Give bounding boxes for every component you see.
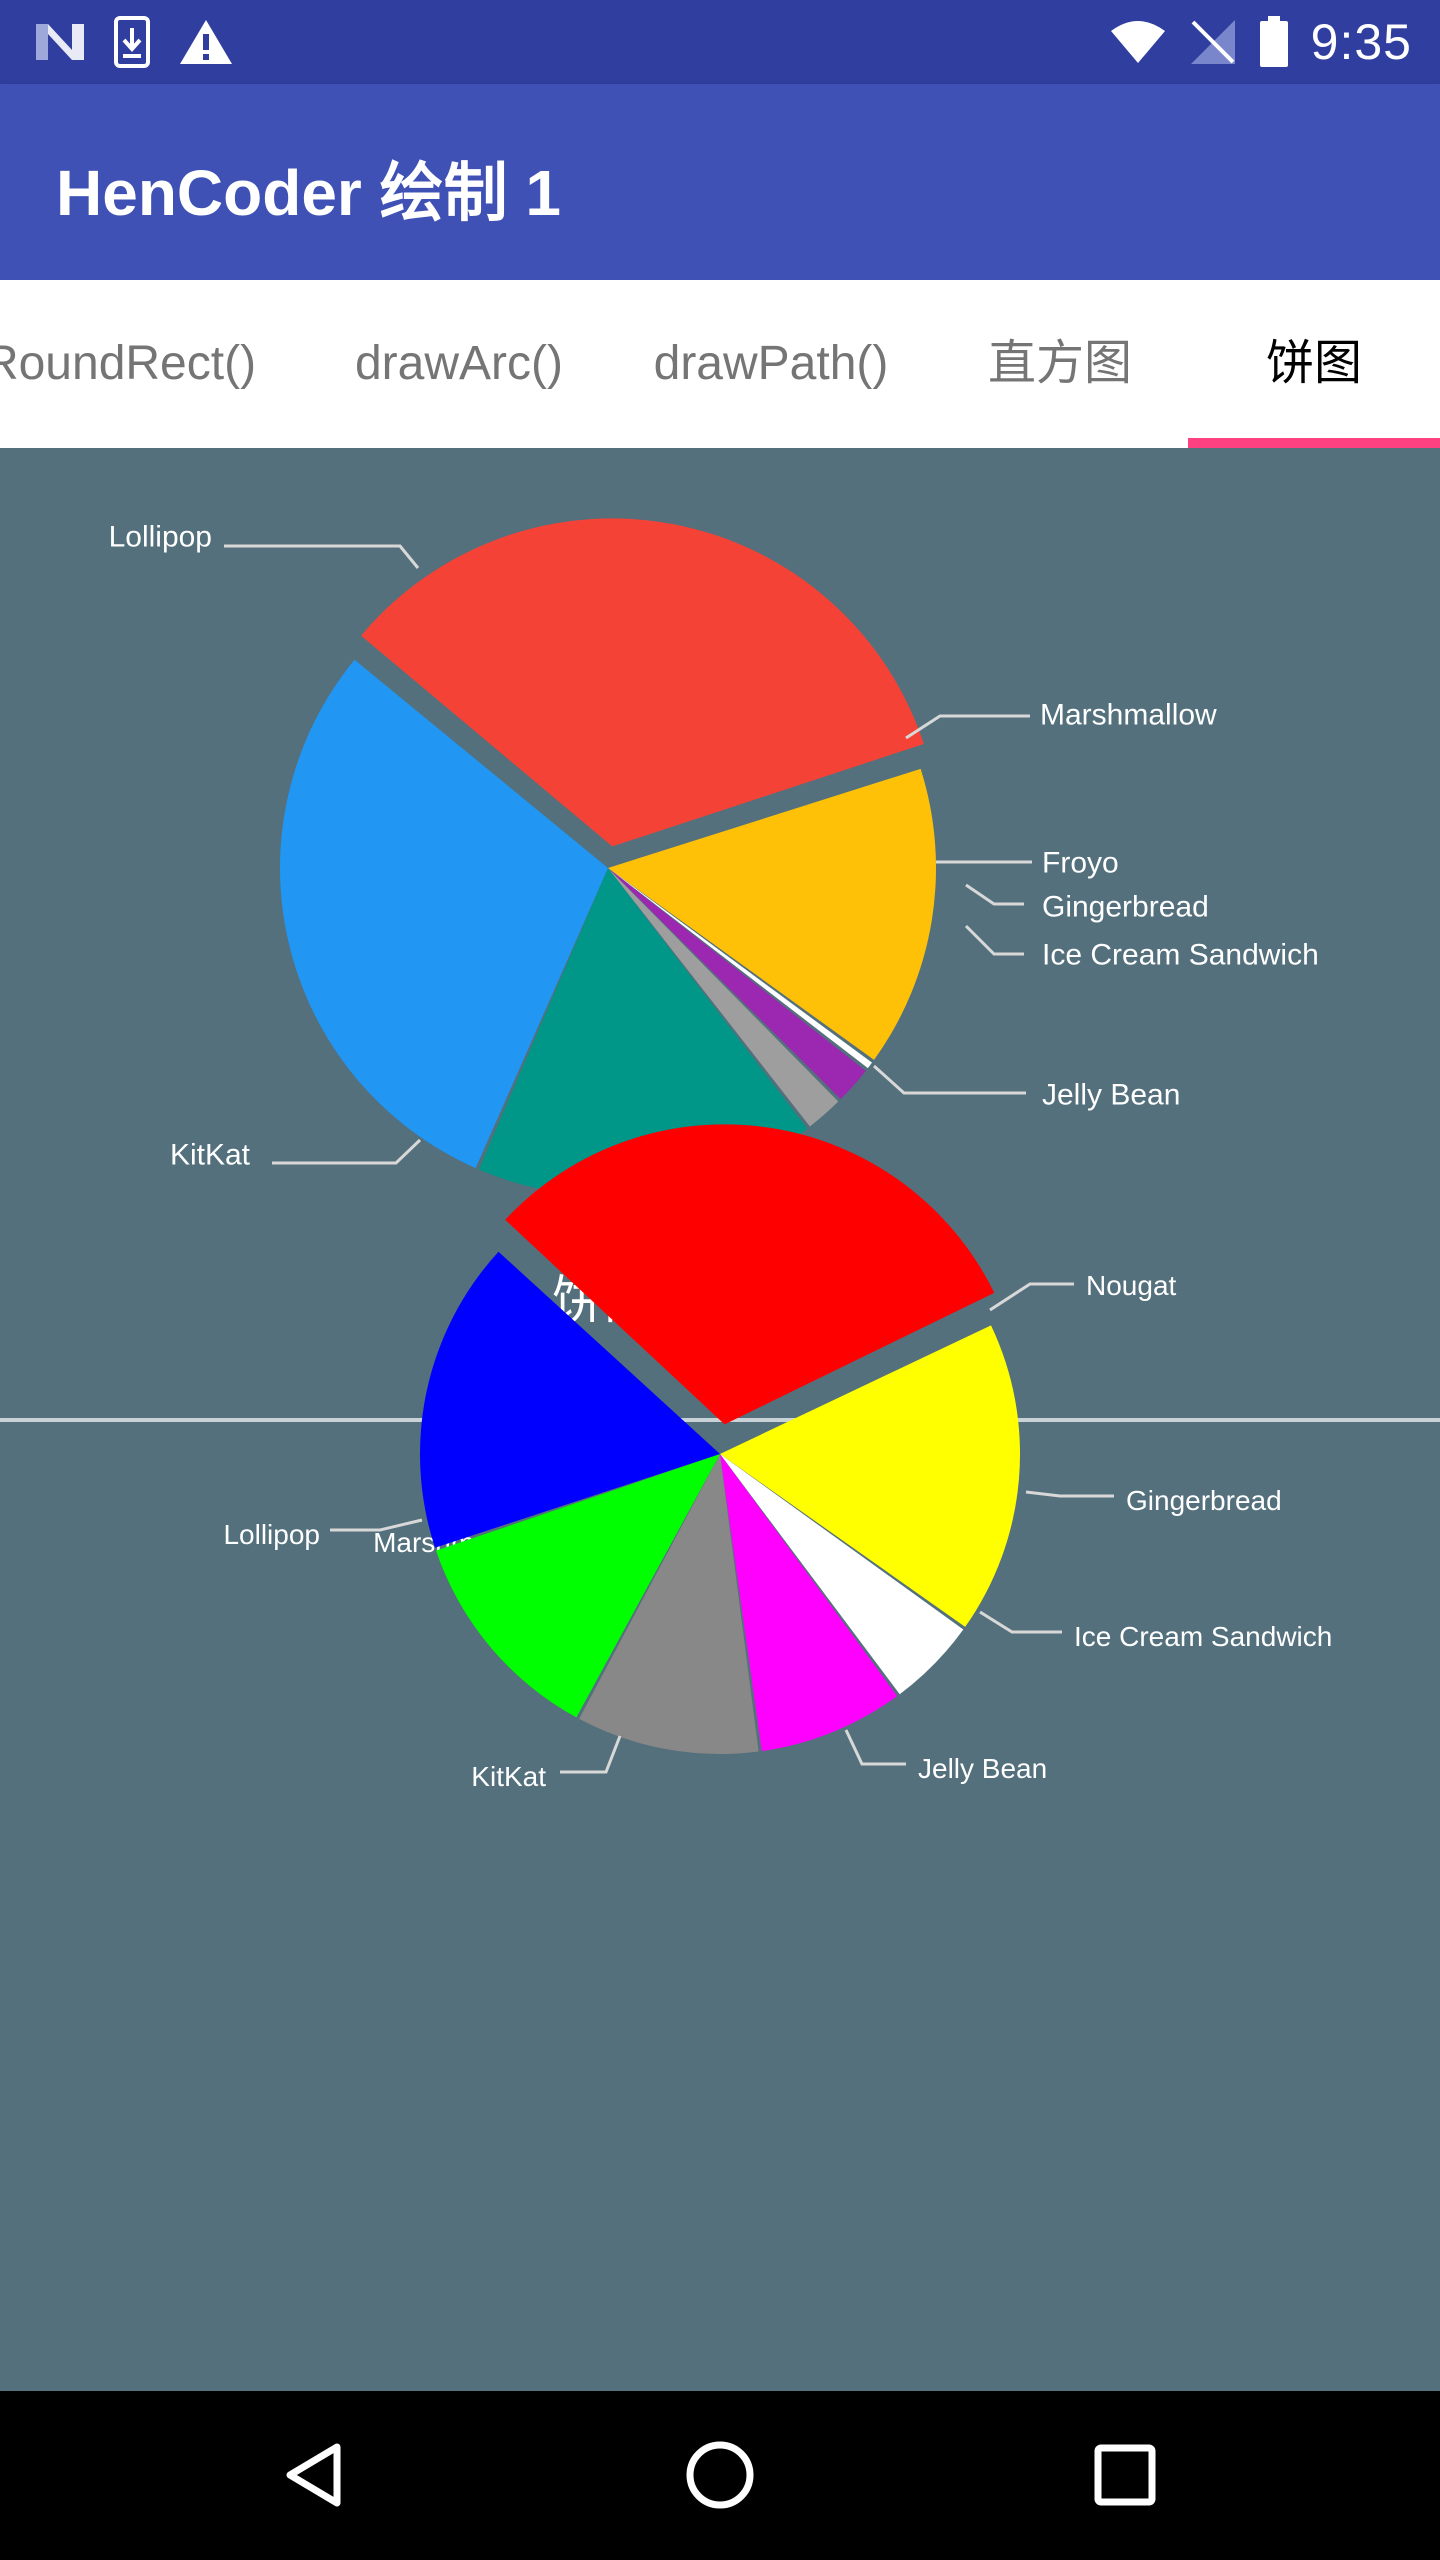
leader-line-kitkat [560,1735,622,1774]
slice-label-gingerbread: Gingerbread [1042,891,1209,924]
pie-slice-froyo [608,868,873,1069]
pie-slice-lollipop [361,518,924,847]
pie-slice-nougat [720,1325,1020,1627]
tab-bar: RoundRect() drawArc() drawPath() 直方图 饼图 [0,280,1440,448]
clock: 9:35 [1310,14,1412,70]
nav-bar [0,2391,1440,2560]
slice-label-ice-cream-sandwich: Ice Cream Sandwich [1042,939,1319,972]
tab-drawpath[interactable]: drawPath() [653,337,889,390]
leader-line-nougat [989,1282,1074,1312]
slice-label-ice-cream-sandwich: Ice Cream Sandwich [1074,1621,1332,1652]
leader-line-jelly-bean [872,1064,1026,1095]
slice-label-froyo: Froyo [1042,847,1119,880]
pie-slice-marshmallow [608,768,936,1060]
battery-icon [1259,16,1289,68]
slice-label-marshmallow: Marshmallow [1040,699,1217,732]
download-icon [114,16,150,68]
n-logo-icon [34,20,86,64]
leader-line-gingerbread [965,883,1024,906]
slice-label-lollipop: Lollipop [223,1519,320,1550]
leader-line-lollipop [330,1518,423,1532]
pie-slice-kitkat [436,1454,720,1718]
warning-icon [178,18,234,66]
slice-label-kitkat: KitKat [170,1139,251,1172]
app-bar: HenCoder 绘制 1 [0,84,1440,280]
pie-slice-jelly-bean [579,1454,759,1754]
pie-slice-gingerbread [608,868,866,1100]
pie-slice-ice-cream-sandwich [608,868,839,1127]
recents-icon[interactable] [1094,2444,1156,2506]
pie-slice-jelly-bean [478,868,808,1196]
pie-slice-gingerbread [720,1454,964,1695]
slice-label-kitkat: KitKat [471,1761,546,1792]
tab-histogram[interactable]: 直方图 [987,337,1132,390]
tab-pie-chart[interactable]: 饼图 [1265,337,1362,390]
back-icon[interactable] [286,2443,341,2507]
leader-line-jelly-bean [844,1729,906,1766]
content-area: Lollipop Marshmallow Froyo Gingerbread Ice C… [0,448,1440,2391]
pie-slice-marshmallow [505,1124,995,1425]
leader-line-lollipop [224,544,420,569]
leader-line-ice-cream-sandwich [979,1610,1062,1634]
slice-label-lollipop: Lollipop [109,521,212,554]
tab-drawarc[interactable]: drawArc() [354,337,563,390]
leader-line-ice-cream-sandwich [964,924,1024,956]
slice-label-gingerbread: Gingerbread [1126,1485,1282,1516]
home-icon[interactable] [686,2441,754,2509]
tab-roundrect[interactable]: RoundRect() [0,337,257,390]
slice-label-nougat: Nougat [1086,1270,1177,1301]
leader-line-gingerbread [1025,1490,1114,1498]
wifi-icon [1109,19,1167,65]
no-sim-icon [1189,18,1237,66]
leader-line-marshmallow [905,714,1030,740]
pie-slice-lollipop [420,1251,720,1548]
tab-indicator [1188,438,1440,448]
pie-slice-ice-cream-sandwich [720,1454,898,1752]
leader-line-kitkat [272,1138,422,1165]
status-bar: 9:35 [0,0,1440,84]
slice-label-jelly-bean: Jelly Bean [1042,1079,1180,1112]
page-title: HenCoder 绘制 1 [56,157,561,229]
slice-label-jelly-bean: Jelly Bean [918,1753,1047,1784]
pie-charts-canvas: Lollipop Marshmallow Froyo Gingerbread Ice C… [109,518,1332,1792]
pie-slice-kitkat [280,659,608,1169]
